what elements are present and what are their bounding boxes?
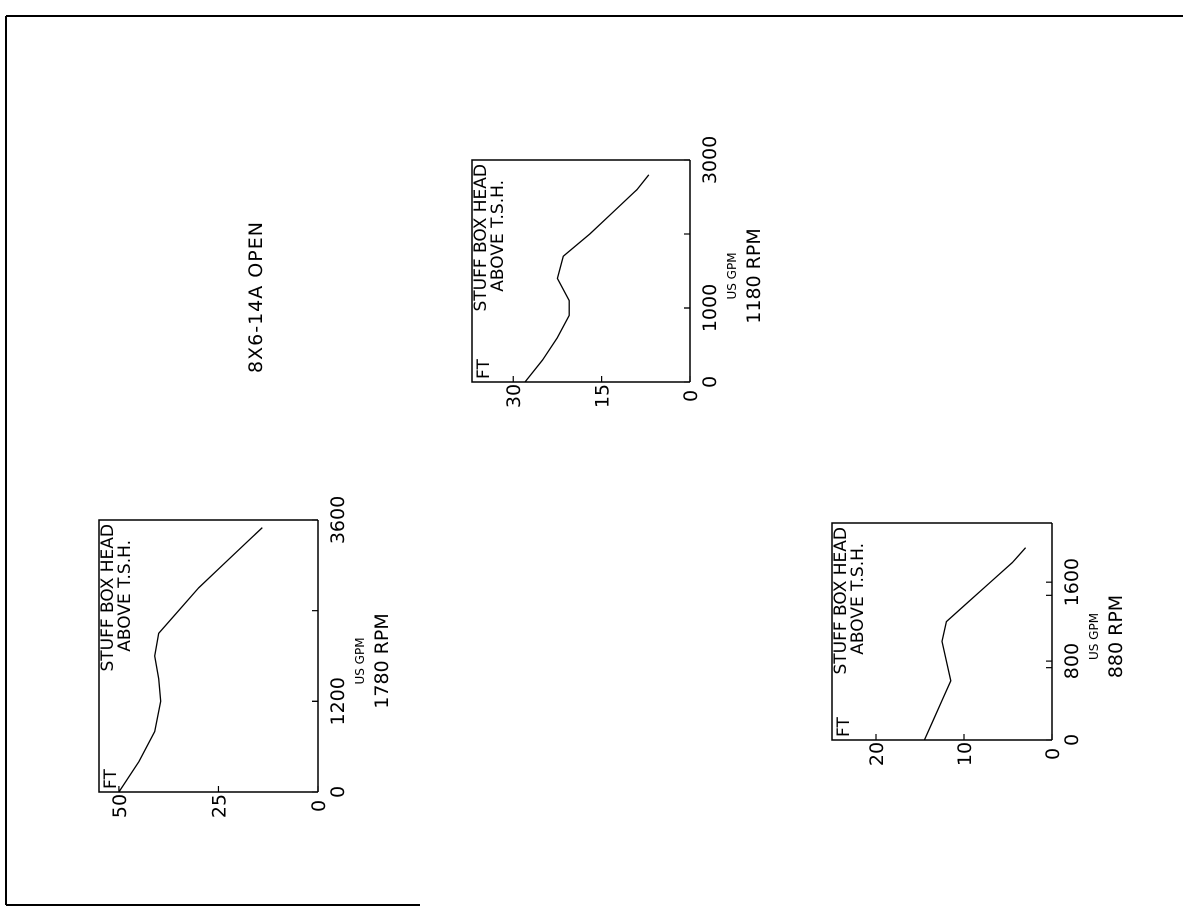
x-axis-label: US GPM — [725, 252, 739, 299]
x-axis-label: US GPM — [1087, 613, 1101, 660]
head-curve — [923, 547, 1027, 741]
y-tick-label: 30 — [503, 384, 525, 408]
speed-label: 880 RPM — [1105, 595, 1127, 678]
y-tick-label: 15 — [592, 384, 614, 408]
box-label-line-1: STUFF BOX HEAD — [831, 527, 851, 675]
x-tick-label: 1600 — [1061, 558, 1083, 606]
speed-label: 1180 RPM — [743, 228, 765, 323]
y-tick-label: 20 — [866, 742, 888, 766]
box-label-line-2: ABOVE T.S.H. — [115, 540, 135, 652]
speed-label: 1780 RPM — [371, 613, 393, 708]
x-tick-label: 0 — [1061, 734, 1083, 746]
box-label-line-1: STUFF BOX HEAD — [98, 524, 118, 672]
y-tick-label: 10 — [954, 742, 976, 766]
y-tick-label: 0 — [308, 800, 330, 812]
head-curve — [524, 174, 650, 383]
y-axis-label: FT — [474, 359, 494, 379]
head-curve — [118, 527, 263, 793]
chart-frame — [98, 519, 318, 793]
box-label-line-2: ABOVE T.S.H. — [848, 543, 868, 655]
y-tick-label: 0 — [680, 390, 702, 402]
x-tick-label: 1000 — [699, 284, 721, 332]
x-tick-label: 1200 — [327, 677, 349, 725]
y-axis-label: FT — [834, 717, 854, 737]
x-tick-label: 0 — [327, 786, 349, 798]
y-tick-label: 50 — [109, 794, 131, 818]
x-tick-label: 3000 — [699, 136, 721, 184]
x-tick-label: 3600 — [327, 496, 349, 544]
box-label-line-2: ABOVE T.S.H. — [488, 180, 508, 292]
y-tick-label: 0 — [1042, 748, 1064, 760]
chart-frame — [831, 522, 1052, 741]
x-tick-label: 800 — [1061, 643, 1083, 679]
x-axis-label: US GPM — [353, 637, 367, 684]
y-axis-label: FT — [101, 769, 121, 789]
box-label-line-1: STUFF BOX HEAD — [471, 164, 491, 312]
y-tick-label: 25 — [208, 794, 230, 818]
page-title: 8X6-14A OPEN — [245, 221, 267, 373]
x-tick-label: 0 — [699, 376, 721, 388]
chart-frame — [471, 159, 690, 383]
